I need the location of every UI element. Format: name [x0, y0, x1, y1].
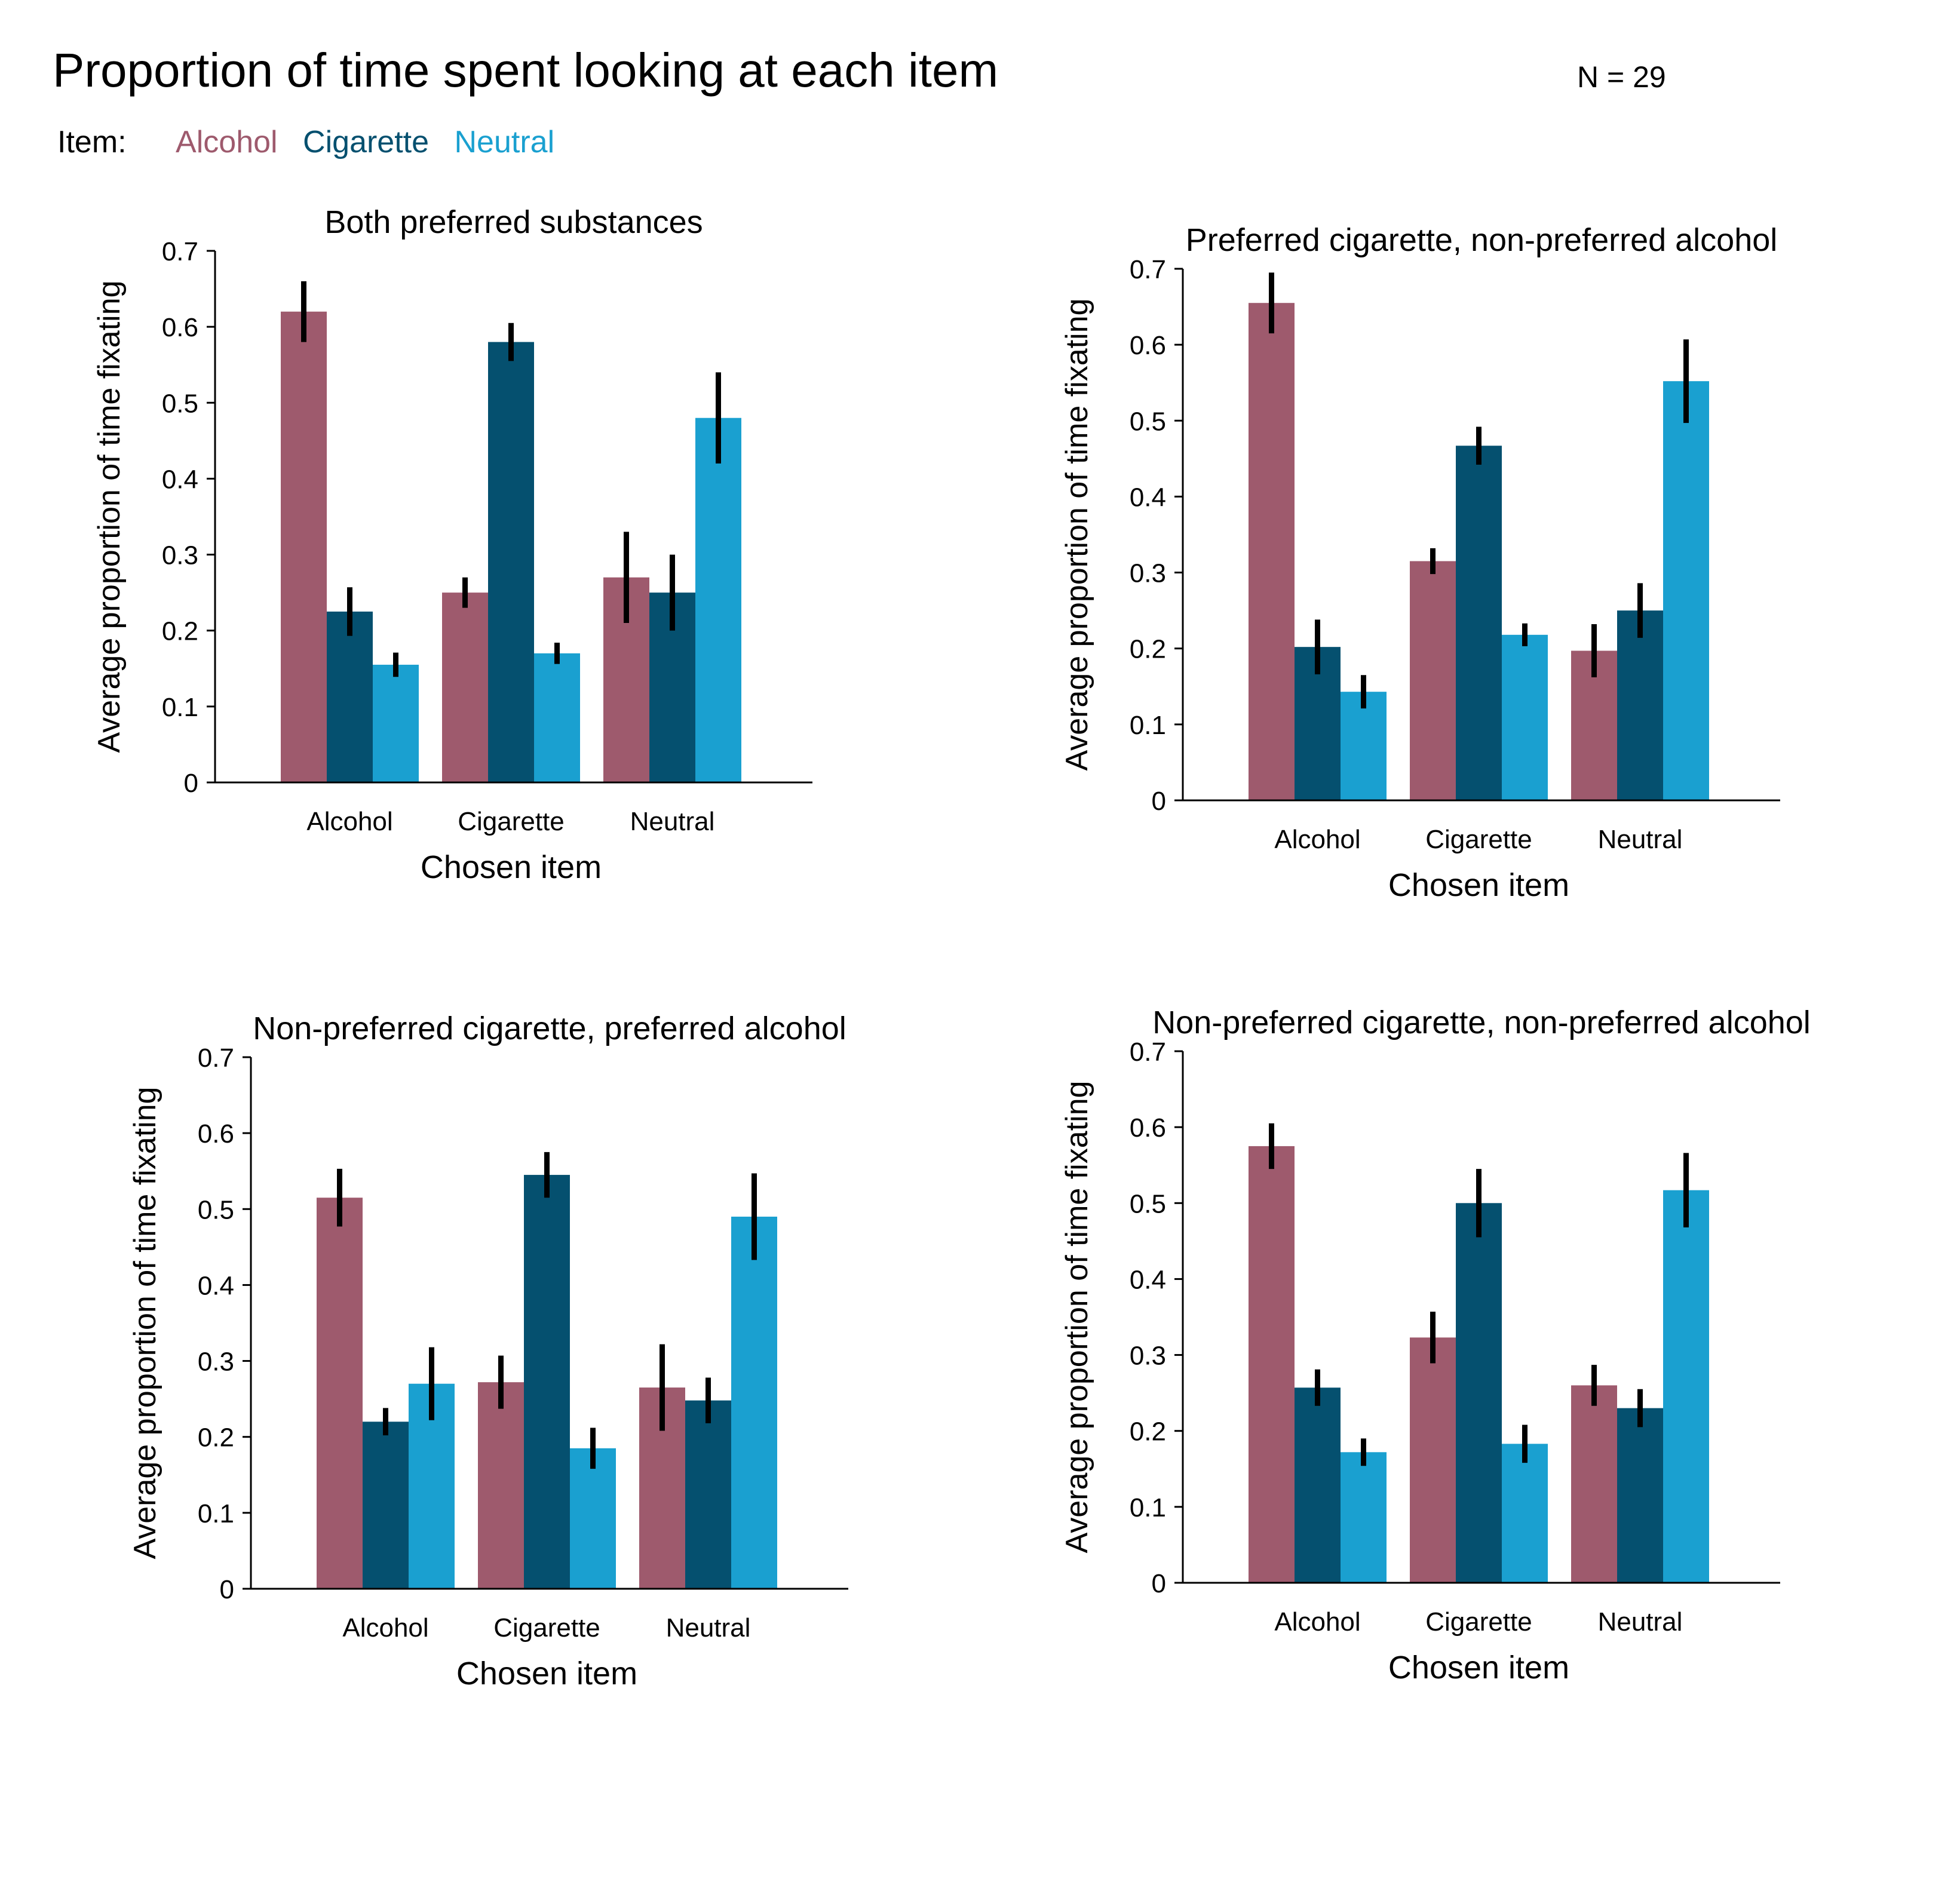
bar-alcohol-cigarette	[327, 611, 373, 782]
x-axis-label: Chosen item	[456, 1656, 637, 1691]
bar-neutral-cigarette	[1617, 1408, 1663, 1583]
y-axis-label: Average proportion of time fixating	[1060, 298, 1094, 770]
y-tick-label: 0.1	[198, 1499, 234, 1528]
y-tick-label: 0.7	[162, 237, 198, 266]
y-tick-label: 0	[220, 1575, 234, 1604]
bar-cigarette-cigarette	[488, 342, 534, 782]
bar-alcohol-cigarette	[363, 1422, 409, 1589]
bar-cigarette-neutral	[1502, 1444, 1548, 1583]
panel-title: Preferred cigarette, non-preferred alcoh…	[1186, 222, 1778, 258]
bar-cigarette-alcohol	[1410, 1337, 1456, 1583]
bar-neutral-cigarette	[1617, 610, 1663, 800]
y-tick-label: 0	[1152, 787, 1166, 816]
sample-size-label: N = 29	[1577, 60, 1666, 94]
bar-cigarette-neutral	[534, 653, 580, 782]
y-tick-label: 0.7	[1130, 255, 1166, 284]
x-tick-label: Cigarette	[493, 1613, 600, 1643]
bar-neutral-neutral	[1663, 381, 1709, 800]
y-tick-label: 0	[1152, 1569, 1166, 1598]
x-tick-label: Neutral	[630, 807, 715, 836]
y-tick-label: 0.6	[1130, 1113, 1166, 1143]
panel-title: Both preferred substances	[324, 204, 703, 240]
y-tick-label: 0	[184, 769, 198, 798]
bar-alcohol-alcohol	[281, 311, 327, 782]
bar-neutral-neutral	[731, 1217, 777, 1589]
bar-cigarette-cigarette	[1456, 1203, 1502, 1583]
y-axis-label: Average proportion of time fixating	[128, 1086, 162, 1559]
y-tick-label: 0.5	[198, 1195, 234, 1224]
x-axis-label: Chosen item	[1388, 867, 1569, 903]
bar-cigarette-neutral	[1502, 634, 1548, 800]
x-tick-label: Alcohol	[1274, 825, 1360, 854]
y-tick-label: 0.2	[198, 1423, 234, 1453]
legend: Item: Alcohol Cigarette Neutral	[57, 124, 554, 160]
bar-alcohol-alcohol	[1249, 1146, 1295, 1583]
bar-alcohol-neutral	[373, 664, 419, 782]
bar-cigarette-alcohol	[478, 1382, 524, 1589]
y-tick-label: 0.2	[162, 617, 198, 646]
y-tick-label: 0.3	[1130, 559, 1166, 588]
y-tick-label: 0.6	[162, 313, 198, 342]
bar-neutral-neutral	[1663, 1190, 1709, 1583]
bar-cigarette-cigarette	[524, 1175, 570, 1589]
y-tick-label: 0.4	[198, 1271, 234, 1300]
bar-neutral-alcohol	[1571, 1385, 1617, 1583]
y-tick-label: 0.1	[1130, 1493, 1166, 1522]
y-tick-label: 0.4	[1130, 1265, 1166, 1294]
bar-neutral-neutral	[695, 417, 741, 782]
y-tick-label: 0.6	[198, 1119, 234, 1149]
y-tick-label: 0.2	[1130, 1417, 1166, 1447]
bar-cigarette-cigarette	[1456, 446, 1502, 800]
bar-neutral-cigarette	[685, 1400, 731, 1589]
chart-nonpreferred-cigarette-nonpreferred-alcohol: Non-preferred cigarette, non-preferred a…	[1060, 1005, 1811, 1686]
y-axis-label: Average proportion of time fixating	[1060, 1080, 1094, 1553]
bar-alcohol-neutral	[1341, 1452, 1387, 1583]
y-axis-label: Average proportion of time fixating	[92, 280, 127, 753]
y-tick-label: 0.7	[1130, 1037, 1166, 1067]
x-axis-label: Chosen item	[1388, 1650, 1569, 1686]
x-tick-label: Neutral	[666, 1613, 751, 1643]
bar-alcohol-neutral	[1341, 692, 1387, 800]
y-tick-label: 0.4	[1130, 483, 1166, 512]
x-tick-label: Alcohol	[306, 807, 392, 836]
y-tick-label: 0.5	[1130, 407, 1166, 436]
bar-cigarette-neutral	[570, 1448, 616, 1589]
y-tick-label: 0.2	[1130, 635, 1166, 664]
panel-title: Non-preferred cigarette, non-preferred a…	[1152, 1005, 1811, 1040]
y-tick-label: 0.7	[198, 1043, 234, 1073]
y-tick-label: 0.4	[162, 465, 198, 494]
legend-entry-alcohol: Alcohol	[176, 125, 278, 159]
chart-preferred-cigarette-nonpreferred-alcohol: Preferred cigarette, non-preferred alcoh…	[1060, 222, 1780, 903]
x-tick-label: Alcohol	[1274, 1607, 1360, 1637]
panel-title: Non-preferred cigarette, preferred alcoh…	[253, 1011, 846, 1046]
y-tick-label: 0.5	[1130, 1189, 1166, 1218]
y-tick-label: 0.1	[1130, 711, 1166, 740]
y-tick-label: 0.3	[198, 1347, 234, 1377]
x-axis-label: Chosen item	[421, 849, 602, 885]
x-tick-label: Cigarette	[1425, 1607, 1532, 1637]
y-tick-label: 0.6	[1130, 331, 1166, 360]
bar-alcohol-alcohol	[1249, 303, 1295, 800]
chart-nonpreferred-cigarette-preferred-alcohol: Non-preferred cigarette, preferred alcoh…	[128, 1011, 848, 1691]
x-tick-label: Cigarette	[458, 807, 565, 836]
x-tick-label: Neutral	[1598, 825, 1683, 854]
figure-title: Proportion of time spent looking at each…	[53, 44, 999, 97]
y-tick-label: 0.3	[1130, 1341, 1166, 1371]
bar-alcohol-alcohol	[317, 1198, 363, 1589]
chart-both-preferred: Both preferred substances Average proport…	[92, 204, 812, 885]
legend-entry-cigarette: Cigarette	[303, 125, 430, 159]
y-tick-label: 0.3	[162, 541, 198, 570]
y-tick-label: 0.1	[162, 693, 198, 722]
x-tick-label: Cigarette	[1425, 825, 1532, 854]
legend-entry-neutral: Neutral	[454, 125, 555, 159]
legend-title: Item:	[57, 125, 127, 159]
y-tick-label: 0.5	[162, 389, 198, 418]
bar-cigarette-alcohol	[1410, 561, 1456, 800]
bar-alcohol-cigarette	[1295, 1387, 1341, 1583]
bar-cigarette-alcohol	[442, 593, 488, 782]
x-tick-label: Neutral	[1598, 1607, 1683, 1637]
x-tick-label: Alcohol	[342, 1613, 428, 1643]
